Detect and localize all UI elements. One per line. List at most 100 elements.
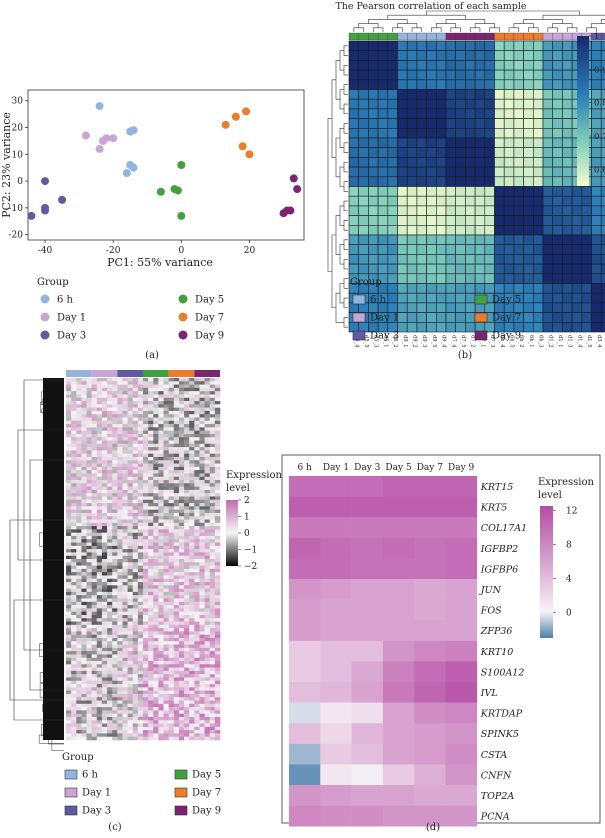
expression-cell bbox=[214, 483, 221, 487]
expression-cell bbox=[168, 378, 175, 382]
expression-cell bbox=[117, 637, 123, 642]
expression-cell bbox=[163, 384, 169, 389]
expression-cell bbox=[112, 621, 118, 626]
expression-cell bbox=[143, 621, 149, 626]
corr-cell bbox=[358, 108, 369, 119]
expression-cell bbox=[117, 703, 123, 708]
corr-cell bbox=[513, 147, 524, 158]
corr-cell bbox=[484, 215, 495, 226]
expression-cell bbox=[204, 433, 211, 438]
expression-cell bbox=[112, 522, 118, 527]
expression-cell bbox=[122, 466, 128, 471]
expression-cell bbox=[178, 588, 185, 593]
corr-cell bbox=[377, 225, 389, 236]
corr-cell bbox=[523, 147, 534, 158]
expression-cell bbox=[168, 496, 175, 501]
corr-cell bbox=[552, 244, 563, 255]
expression-cell bbox=[184, 703, 190, 708]
corr-cell bbox=[591, 79, 602, 90]
expression-cell bbox=[122, 427, 128, 431]
expression-cell bbox=[153, 605, 159, 609]
expression-cell bbox=[137, 381, 144, 385]
expression-cell bbox=[117, 532, 123, 537]
expression-cell bbox=[194, 384, 200, 389]
expression-cell bbox=[153, 410, 159, 415]
corr-cell bbox=[552, 69, 563, 81]
expression-cell bbox=[76, 506, 82, 510]
expression-colorbar-label: 2 bbox=[244, 496, 250, 506]
expression-cell bbox=[148, 440, 154, 445]
expression-cell bbox=[184, 654, 190, 659]
expression-cell bbox=[76, 545, 82, 550]
expression-cell bbox=[189, 680, 195, 685]
expression-cell bbox=[132, 466, 139, 471]
expression-cell bbox=[163, 414, 169, 418]
expression-cell bbox=[101, 453, 108, 458]
legend-label: 6 h bbox=[82, 770, 99, 781]
expression-cell bbox=[204, 417, 211, 422]
expression-cell bbox=[153, 733, 159, 738]
expression-cell bbox=[143, 516, 149, 520]
expression-cell bbox=[143, 582, 149, 586]
expression-cell bbox=[117, 417, 123, 422]
corr-cell bbox=[523, 98, 534, 110]
expression-cell bbox=[189, 401, 195, 405]
expression-cell bbox=[204, 470, 211, 474]
expression-cell bbox=[184, 493, 190, 497]
expression-cell bbox=[122, 720, 128, 724]
expression-cell bbox=[158, 693, 164, 698]
expression-cell bbox=[132, 394, 139, 399]
expression-cell bbox=[96, 575, 103, 580]
corr-colbar-cell bbox=[562, 32, 573, 41]
expression-cell bbox=[117, 489, 123, 494]
expression-cell bbox=[209, 552, 216, 557]
corr-cell bbox=[455, 40, 466, 51]
expression-cell bbox=[214, 693, 221, 698]
expression-cell bbox=[76, 687, 82, 691]
expression-cell bbox=[107, 585, 113, 589]
expression-cell bbox=[91, 555, 98, 560]
dendro-branch bbox=[450, 27, 461, 32]
pca-point bbox=[231, 112, 240, 121]
corr-cell bbox=[474, 98, 486, 110]
gene-cell bbox=[289, 476, 321, 497]
expression-cell bbox=[173, 621, 180, 626]
expression-cell bbox=[173, 394, 180, 399]
expression-cell bbox=[137, 565, 144, 570]
expression-cell bbox=[117, 437, 123, 441]
expression-cell bbox=[189, 503, 195, 507]
expression-cell bbox=[96, 710, 103, 714]
expression-cell bbox=[91, 453, 98, 458]
expression-cell bbox=[101, 447, 108, 451]
corr-cell bbox=[562, 244, 573, 255]
expression-cell bbox=[66, 628, 72, 632]
expression-cell bbox=[178, 661, 185, 665]
expression-cell bbox=[117, 397, 123, 402]
gene-cell bbox=[414, 743, 446, 765]
corr-cell bbox=[600, 79, 605, 90]
expression-cell bbox=[209, 680, 216, 685]
expression-cell bbox=[158, 542, 164, 547]
corr-cell bbox=[552, 89, 563, 100]
expression-cell bbox=[137, 710, 144, 714]
expression-cell bbox=[137, 378, 144, 382]
expression-cell bbox=[199, 506, 205, 510]
corr-cell bbox=[542, 98, 553, 110]
corr-cell bbox=[581, 195, 592, 207]
expression-cell bbox=[107, 427, 113, 431]
corr-cell bbox=[455, 254, 466, 265]
expression-cell bbox=[204, 575, 211, 580]
expression-cell bbox=[153, 430, 159, 435]
expression-cell bbox=[189, 578, 195, 583]
expression-cell bbox=[127, 598, 134, 603]
expression-cell bbox=[107, 634, 113, 639]
expression-cell bbox=[209, 621, 216, 626]
corr-cell bbox=[397, 205, 408, 216]
expression-cell bbox=[132, 707, 139, 711]
expression-cell bbox=[199, 572, 205, 576]
corr-cell bbox=[494, 234, 505, 245]
expression-cell bbox=[194, 651, 200, 655]
expression-cell bbox=[199, 680, 205, 685]
expression-cell bbox=[76, 509, 82, 514]
gene-cell bbox=[414, 661, 446, 683]
